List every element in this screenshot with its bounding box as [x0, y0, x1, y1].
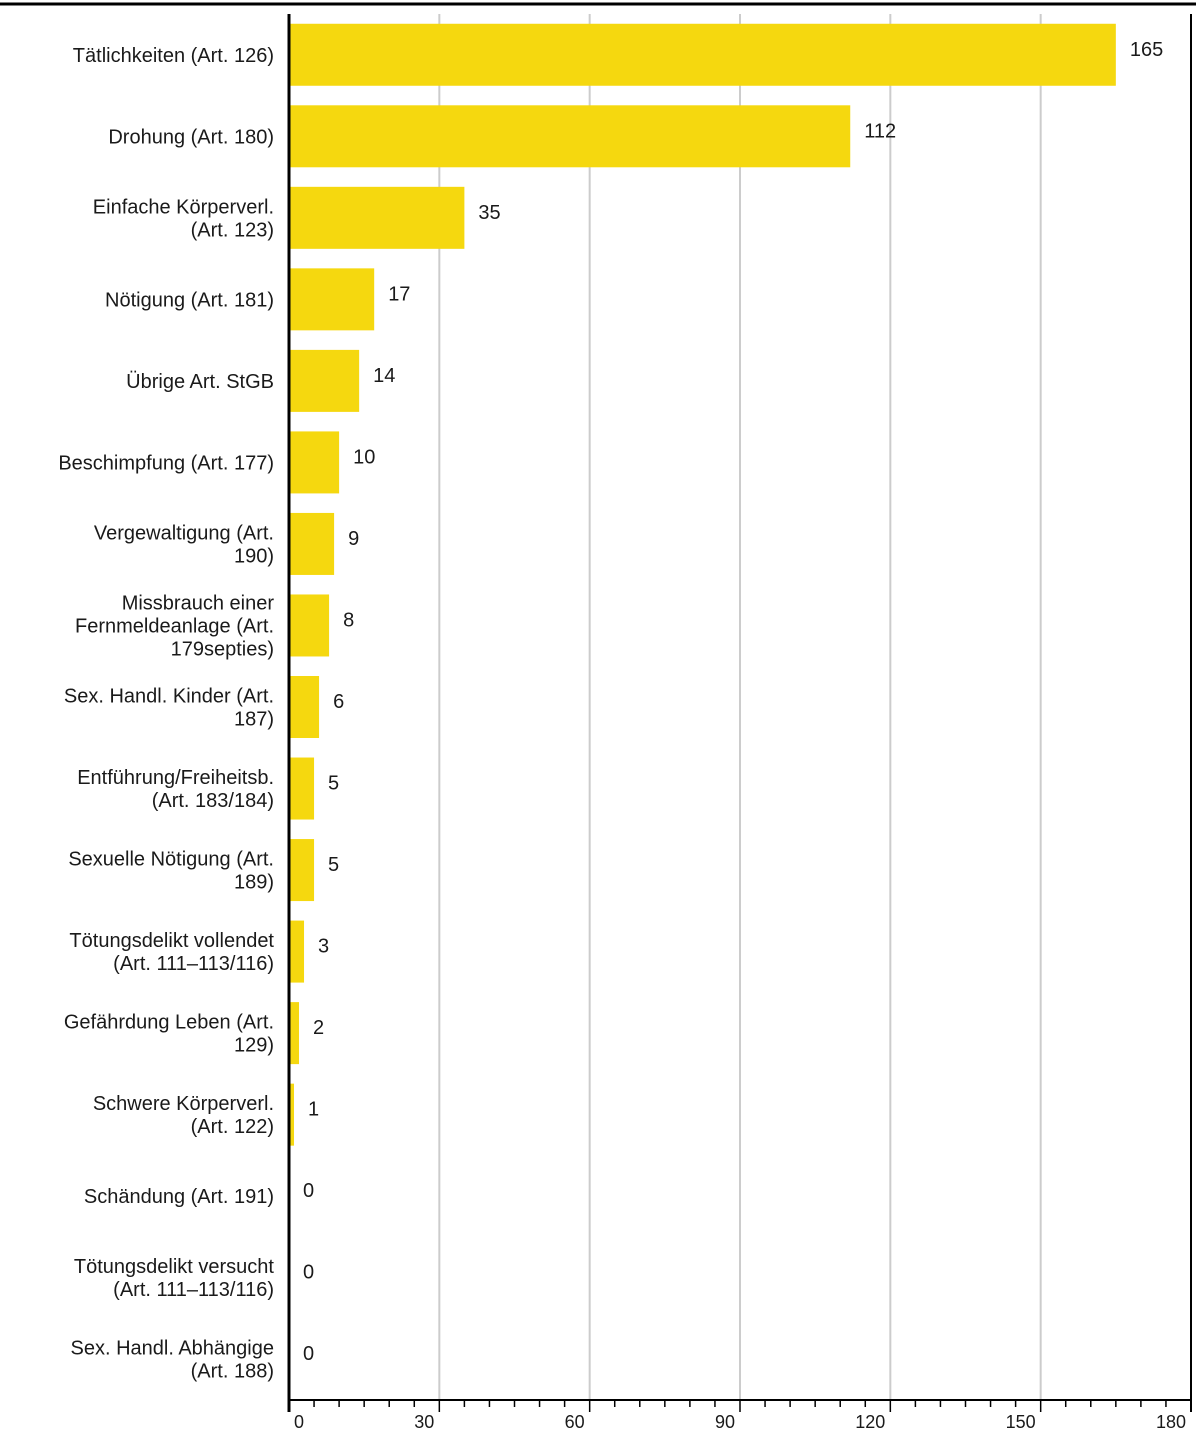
category-label: Sex. Handl. Abhängige (Art. 188) [71, 1338, 275, 1383]
category-label: Übrige Art. StGB [126, 371, 274, 393]
x-tick-label: 30 [414, 1412, 434, 1432]
grid-lines [438, 14, 1192, 1400]
bar [289, 349, 360, 412]
category-label: Schändung (Art. 191) [84, 1186, 274, 1208]
category-label: Sex. Handl. Kinder (Art. 187) [64, 686, 274, 731]
bar [289, 1083, 295, 1146]
value-label: 2 [313, 1017, 324, 1039]
bars [289, 23, 1116, 1146]
bar [289, 757, 315, 820]
category-label: Missbrauch einer Fernmeldeanlage (Art. 179… [75, 592, 274, 660]
value-label: 8 [343, 609, 354, 631]
bar [289, 1002, 300, 1065]
category-label: Tätlichkeiten (Art. 126) [73, 45, 274, 67]
bar [289, 839, 315, 902]
category-labels: Tätlichkeiten (Art. 126) Drohung (Art. 18… [58, 45, 274, 1383]
category-label: Tötungsdelikt vollendet (Art. 111–113/116… [69, 930, 274, 975]
category-label: Entführung/Freiheitsb. (Art. 183/184) [77, 767, 274, 812]
value-label: 6 [333, 691, 344, 713]
category-label: Schwere Körperverl. (Art. 122) [93, 1093, 274, 1138]
category-label: Einfache Körperverl. (Art. 123) [93, 196, 274, 241]
value-label: 10 [353, 446, 375, 468]
value-label: 17 [388, 283, 410, 305]
bar [289, 105, 851, 168]
value-label: 1 [308, 1099, 319, 1121]
bar [289, 676, 320, 738]
x-tick-label: 90 [715, 1412, 735, 1432]
category-label: Drohung (Art. 180) [108, 126, 274, 148]
bar [289, 594, 330, 657]
value-label: 5 [328, 773, 339, 795]
value-label: 0 [303, 1262, 314, 1284]
bar [289, 23, 1116, 86]
value-label: 112 [864, 120, 896, 142]
value-label: 0 [303, 1343, 314, 1365]
value-label: 9 [348, 528, 359, 550]
value-label: 5 [328, 854, 339, 876]
category-label: Tötungsdelikt versucht (Art. 111–113/116) [74, 1256, 275, 1301]
axes: 0 30 60 90 120 150 180 [287, 14, 1192, 1432]
category-label: Nötigung (Art. 181) [105, 289, 274, 311]
x-tick-label: 180 [1156, 1412, 1186, 1432]
value-label: 0 [303, 1180, 314, 1202]
category-label: Vergewaltigung (Art. 190) [94, 522, 274, 567]
value-label: 165 [1130, 39, 1163, 61]
x-tick-label: 0 [294, 1412, 304, 1432]
value-label: 14 [373, 365, 395, 387]
value-label: 3 [318, 936, 329, 958]
x-tick-label: 120 [855, 1412, 885, 1432]
category-label: Sexuelle Nötigung (Art. 189) [68, 849, 274, 894]
bar [289, 920, 305, 983]
bar [289, 431, 340, 494]
bar [289, 512, 335, 575]
value-label: 35 [478, 202, 500, 224]
category-label: Gefährdung Leben (Art. 129) [64, 1012, 274, 1057]
bar [289, 268, 375, 331]
bar [289, 186, 465, 249]
x-tick-label: 150 [1006, 1412, 1036, 1432]
x-tick-label: 60 [565, 1412, 585, 1432]
category-label: Beschimpfung (Art. 177) [58, 452, 274, 474]
